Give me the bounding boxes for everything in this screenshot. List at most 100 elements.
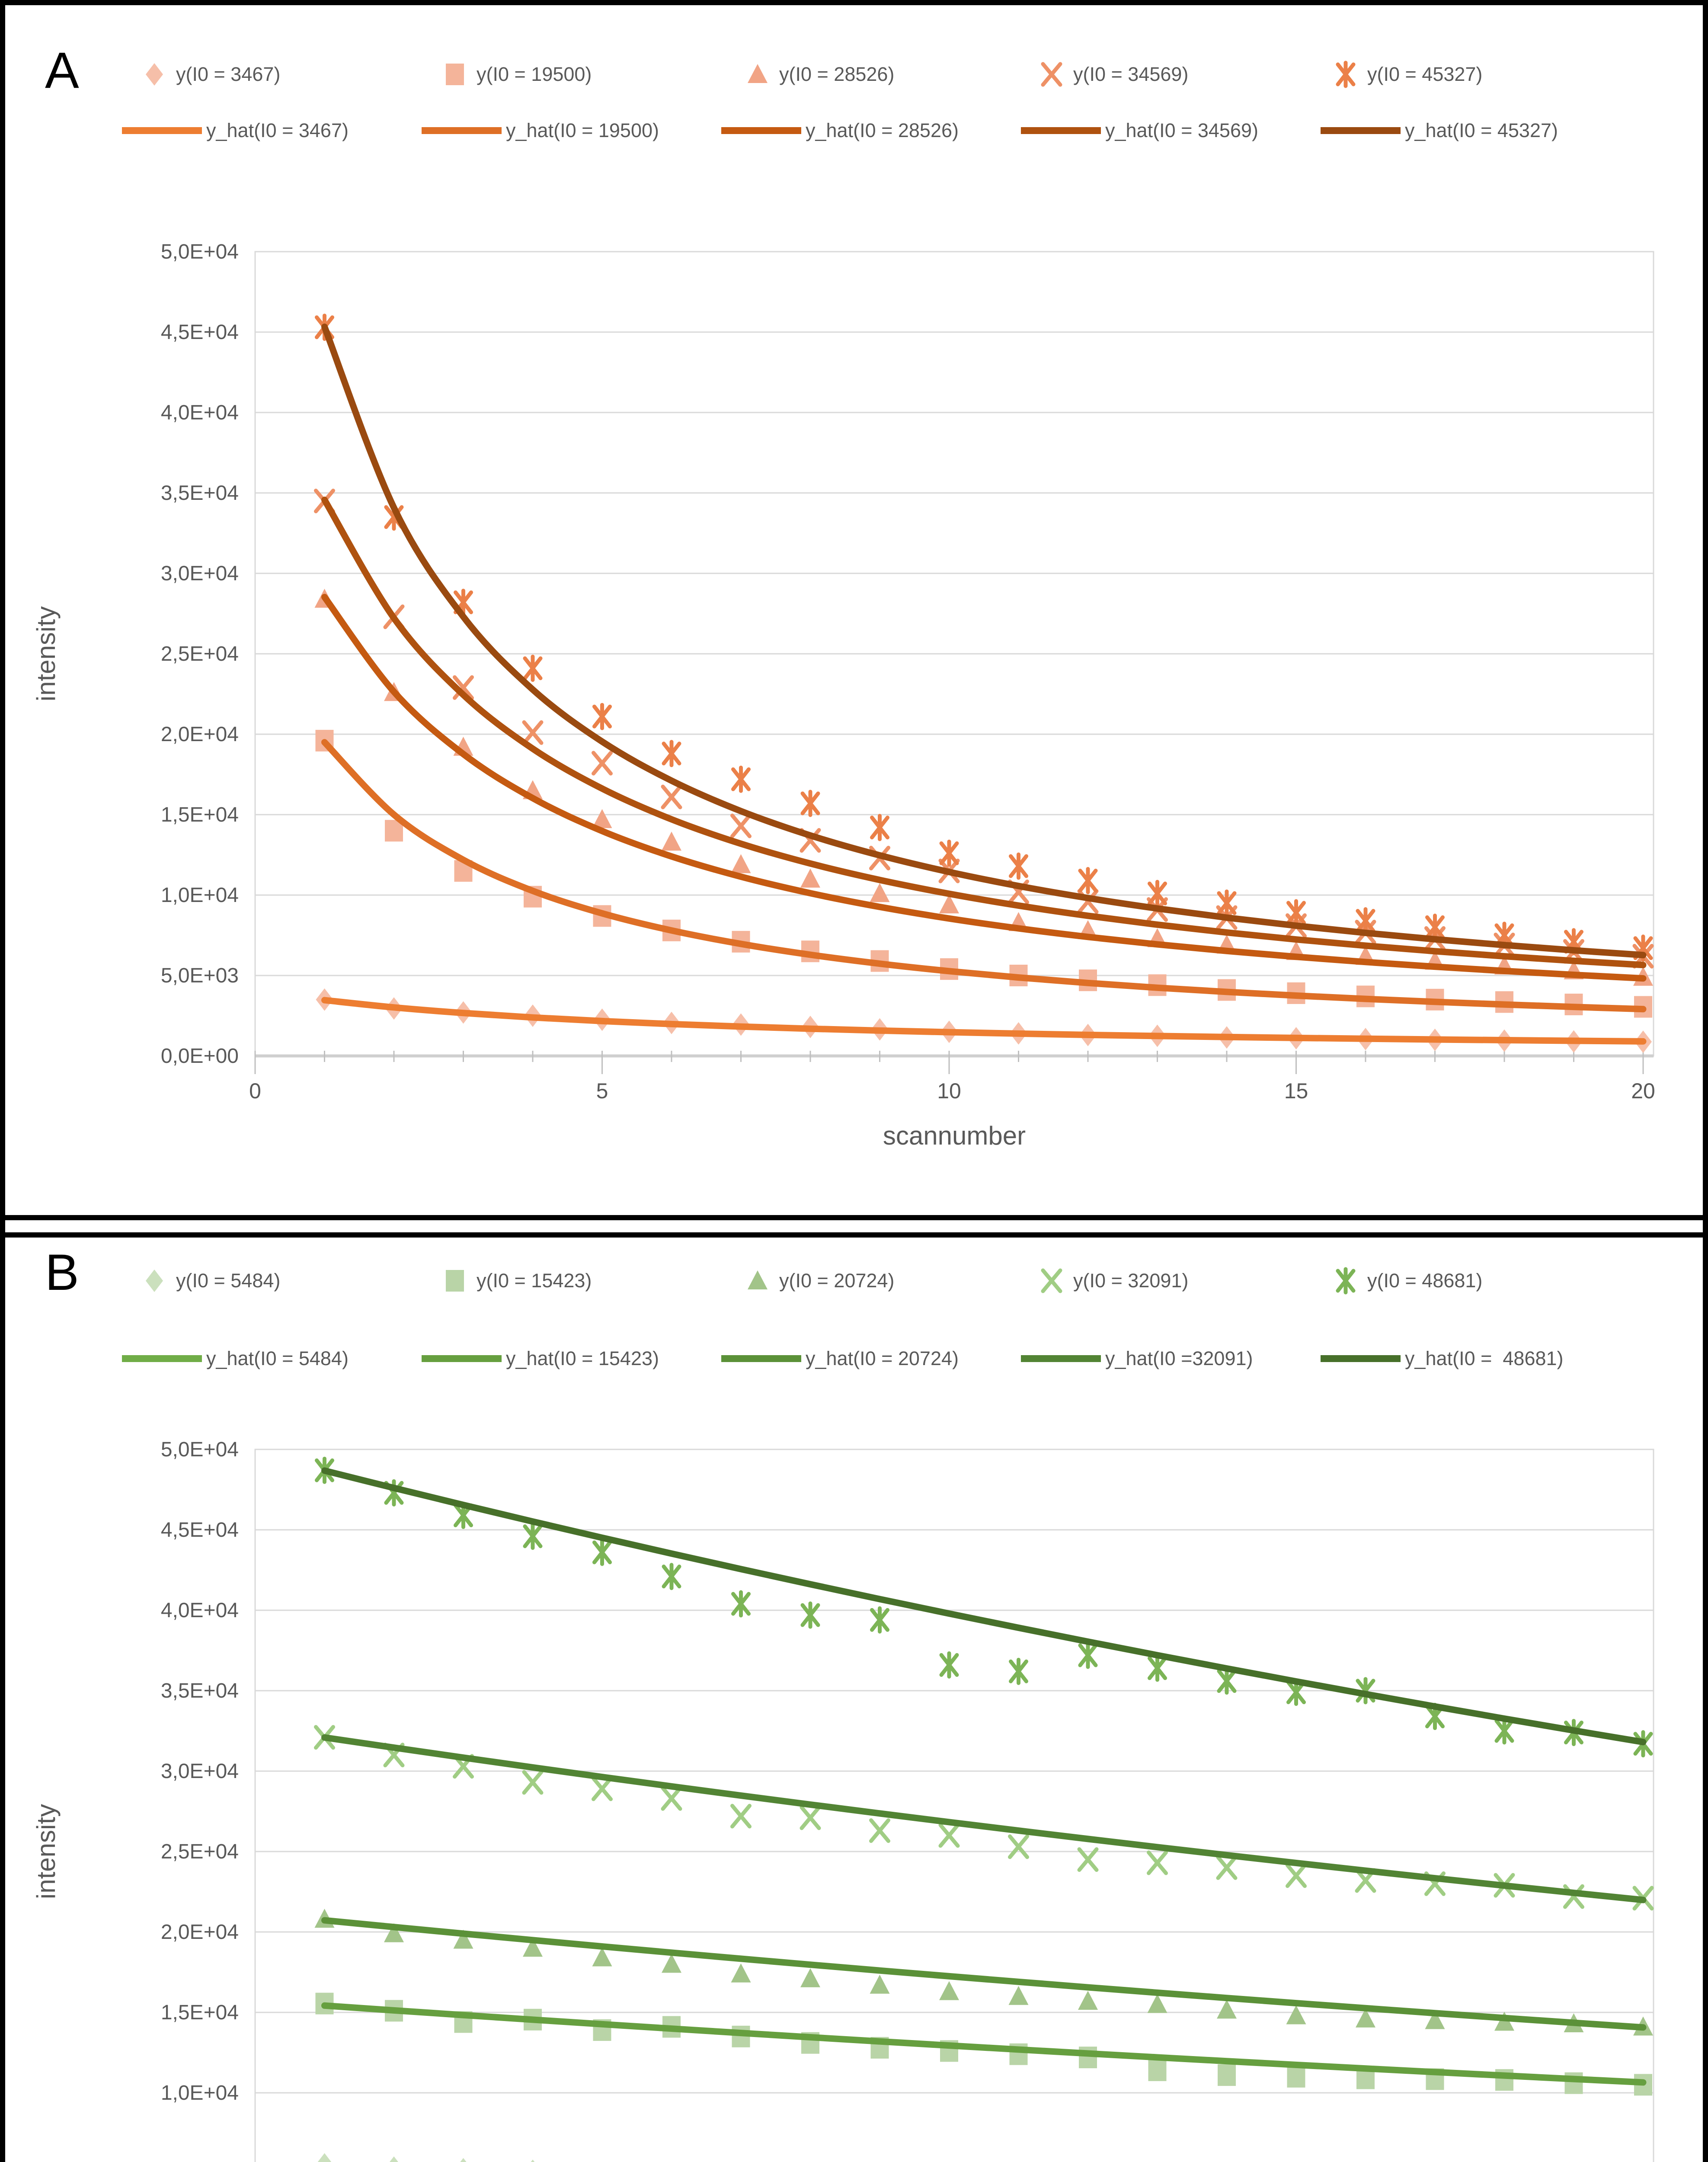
star-marker <box>939 1651 959 1679</box>
legend-item-scatter: y(I0 = 32091) <box>1038 1267 1188 1295</box>
diamond-marker <box>531 2159 535 2162</box>
star-marker <box>1286 899 1306 927</box>
star-marker <box>1148 880 1167 907</box>
scatter-series-0 <box>316 988 1652 1053</box>
panel-b-chart: 5,0E+04 4,5E+04 4,0E+04 3,5E+04 3,0E+04 2,5E+… <box>32 1438 1654 2162</box>
y-tick-label: 1,5E+04 <box>161 803 239 826</box>
x-marker <box>592 1776 613 1801</box>
scatter-series-2 <box>314 1909 1653 2036</box>
legend-item-scatter: y(I0 = 48681) <box>1332 1267 1482 1295</box>
y-tick-label: 3,0E+04 <box>161 562 239 585</box>
x-marker <box>730 813 752 838</box>
legend-label: y_hat(I0 = 5484) <box>206 1347 349 1369</box>
diamond-marker <box>317 2153 332 2162</box>
legend-label: y(I0 = 48681) <box>1367 1270 1483 1292</box>
legend-item-fit: y_hat(I0 = 34569) <box>1021 117 1258 144</box>
star-marker <box>523 654 543 682</box>
legend-label: y(I0 = 5484) <box>176 1270 281 1292</box>
plot-border <box>254 1449 1654 2162</box>
fit-line-3 <box>321 1734 1647 1903</box>
x-marker <box>522 1770 544 1795</box>
triangle-marker <box>523 1938 543 1957</box>
legend-item-fit: y_hat(I0 = 5484) <box>122 1345 349 1372</box>
star-marker <box>1078 1641 1098 1669</box>
triangle-marker <box>939 894 959 914</box>
triangle-marker <box>800 1968 820 1987</box>
x-marker <box>1216 1855 1238 1880</box>
legend-item-fit: y_hat(I0 = 45327) <box>1321 117 1558 144</box>
square-legend-icon <box>441 61 469 88</box>
x-marker <box>1286 1863 1307 1888</box>
fit-line-legend-swatch <box>721 1355 801 1362</box>
star-marker <box>1078 867 1098 895</box>
scatter-series-0 <box>317 2153 535 2162</box>
fit-line-4 <box>321 323 1647 959</box>
x-marker <box>453 675 474 700</box>
star-legend-glyph <box>1336 61 1356 88</box>
triangle-marker <box>1078 1990 1098 2010</box>
x-tick-label: 10 <box>937 1079 961 1103</box>
y-tick-label: 0,0E+00 <box>161 1045 239 1068</box>
legend-label: y(I0 = 15423) <box>477 1270 592 1292</box>
x-legend-glyph <box>1041 62 1062 87</box>
y-axis-title: intensity <box>32 1804 61 1899</box>
x-tick-label: 15 <box>1284 1079 1308 1103</box>
triangle-legend-glyph <box>748 1270 768 1289</box>
fit-line-0 <box>321 997 1647 1045</box>
x-legend-icon <box>1038 1267 1065 1295</box>
legend-item-fit: y_hat(I0 = 28526) <box>721 117 959 144</box>
star-marker <box>1217 889 1237 917</box>
y-tick-label: 2,0E+04 <box>161 723 239 746</box>
star-marker <box>1494 1717 1514 1745</box>
legend-item-scatter: y(I0 = 45327) <box>1332 61 1482 88</box>
fit-line-legend-swatch <box>122 127 202 134</box>
triangle-marker <box>592 1947 612 1967</box>
x-marker <box>938 1823 960 1848</box>
legend-label: y_hat(I0 = 34569) <box>1105 119 1259 141</box>
star-marker <box>592 703 612 730</box>
triangle-marker <box>870 883 890 902</box>
fit-line-legend-swatch <box>1021 127 1101 134</box>
legend-label: y(I0 = 45327) <box>1367 63 1483 85</box>
diamond-legend-icon <box>141 61 168 88</box>
triangle-marker <box>1425 2010 1445 2029</box>
panel-a-chart: 5,0E+04 4,5E+04 4,0E+04 3,5E+04 3,0E+04 2,5E+… <box>32 240 1655 1150</box>
star-marker <box>1009 852 1028 880</box>
star-marker <box>1425 913 1445 941</box>
star-marker <box>662 1563 681 1590</box>
fit-line-legend-swatch <box>422 1355 502 1362</box>
y-tick-label: 1,0E+04 <box>161 2082 239 2104</box>
legend-label: y_hat(I0 = 15423) <box>506 1347 659 1369</box>
legend-label: y_hat(I0 = 3467) <box>206 119 349 141</box>
star-marker <box>800 790 820 817</box>
x-marker <box>1008 1834 1029 1859</box>
diamond-marker <box>389 2156 399 2162</box>
fit-line-1 <box>321 2002 1647 2086</box>
fit-line-legend-swatch <box>721 127 801 134</box>
legend-label: y_hat(I0 = 28526) <box>806 119 959 141</box>
legend-item-fit: y_hat(I0 = 20724) <box>721 1345 959 1372</box>
legend-item-scatter: y(I0 = 20724) <box>744 1267 894 1295</box>
star-marker <box>1009 1657 1028 1685</box>
star-marker <box>592 1538 612 1566</box>
fit-line-1 <box>321 739 1647 1013</box>
x-tick-label: 0 <box>249 1079 261 1103</box>
y-tick-label: 3,5E+04 <box>161 482 239 505</box>
legend-label: y_hat(I0 = 48681) <box>1405 1347 1564 1369</box>
legend-label: y(I0 = 28526) <box>779 63 895 85</box>
legend-label: y_hat(I0 = 20724) <box>806 1347 959 1369</box>
legend-label: y(I0 = 32091) <box>1073 1270 1189 1292</box>
square-legend-icon <box>441 1267 469 1295</box>
fit-line-4 <box>321 1467 1647 1746</box>
y-tick-label: 5,0E+04 <box>161 240 239 263</box>
legend-item-scatter: y(I0 = 3467) <box>141 61 280 88</box>
triangle-marker <box>1286 2005 1306 2024</box>
legend-label: y_hat(I0 =32091) <box>1105 1347 1253 1369</box>
diamond-legend-icon <box>141 1267 168 1295</box>
fit-line-legend-swatch <box>422 127 502 134</box>
star-marker <box>870 814 889 841</box>
y-tick-label: 1,0E+04 <box>161 884 239 907</box>
triangle-marker <box>1008 1986 1029 2005</box>
x-legend-icon <box>1038 61 1065 88</box>
